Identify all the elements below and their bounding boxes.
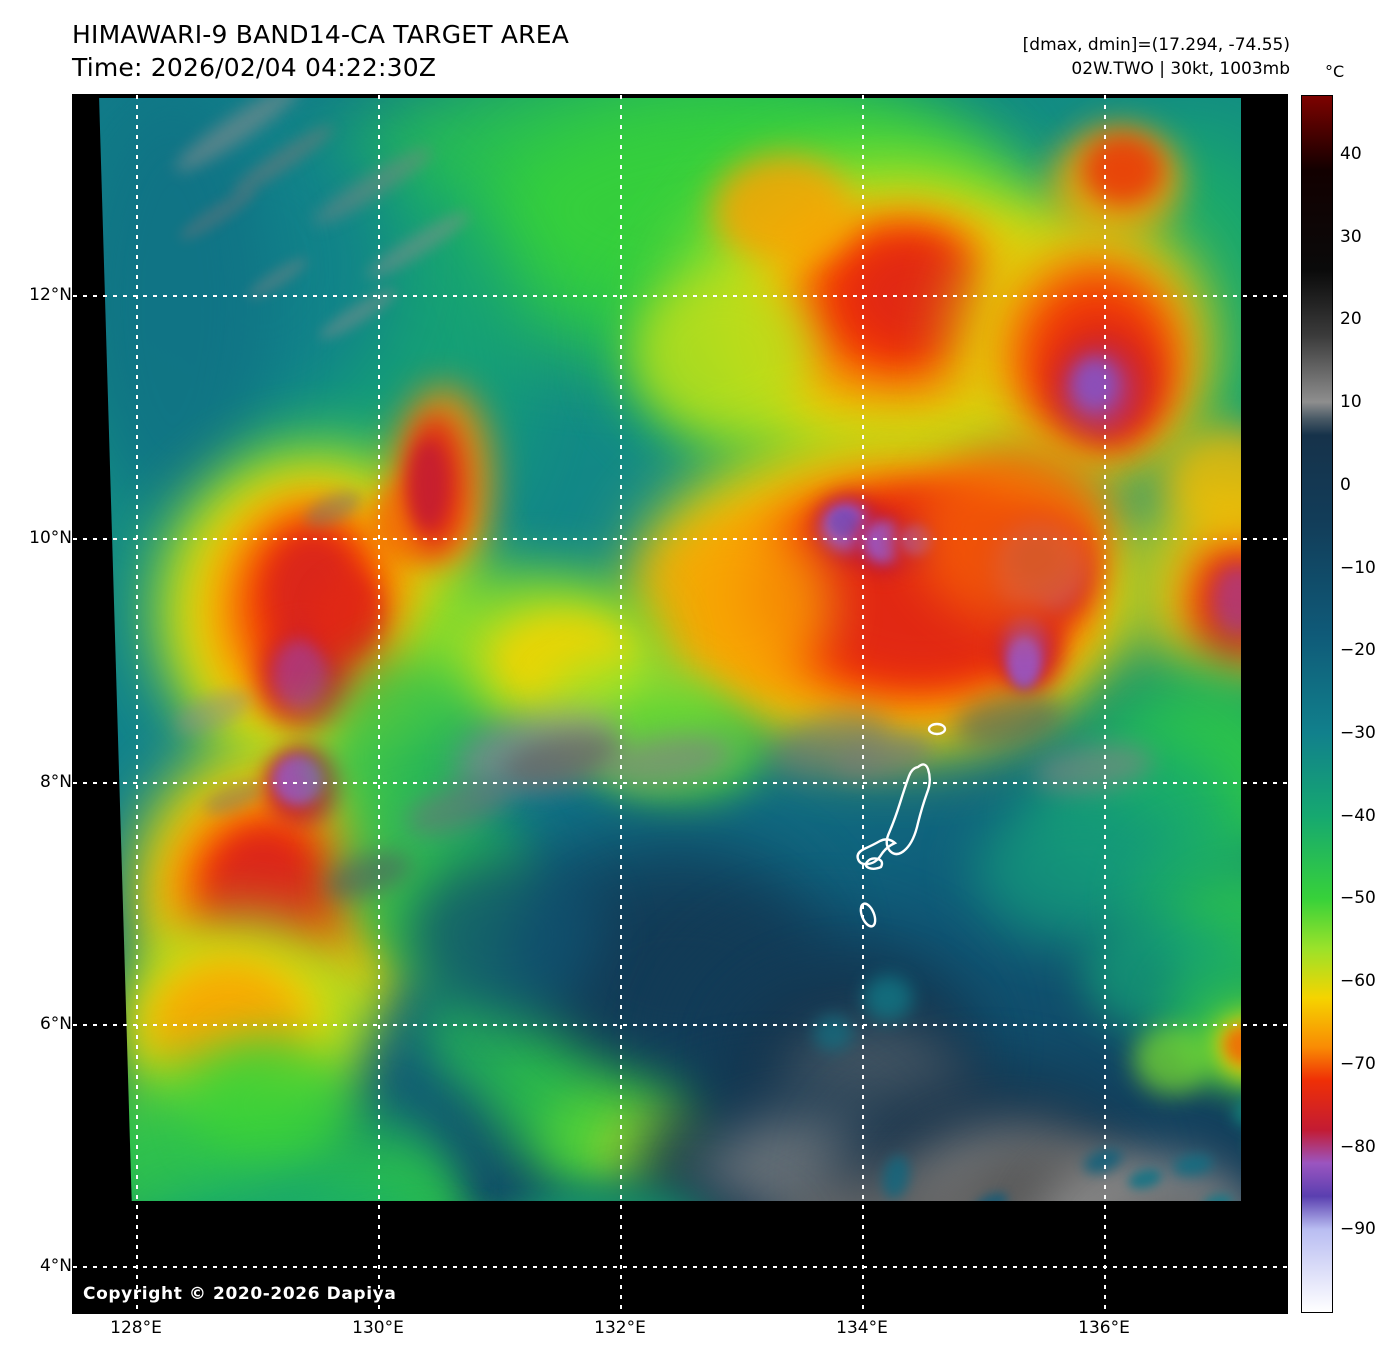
nodata-right-strip <box>1241 95 1287 1313</box>
colorbar-tick-neg40: −40 <box>1340 805 1376 826</box>
gridline-lat-10 <box>73 538 1287 540</box>
cloud-cell <box>713 155 853 265</box>
colorbar-gradient <box>1302 96 1332 1312</box>
colorbar-tick-30: 30 <box>1340 226 1362 247</box>
colorbar-tick-40: 40 <box>1340 143 1362 164</box>
cloud-cell <box>813 1015 853 1051</box>
xtick-label-134e: 134°E <box>836 1318 888 1338</box>
colorbar-tick-neg50: −50 <box>1340 888 1376 909</box>
ytick-label-12n: 12°N <box>29 285 72 305</box>
xtick-label-132e: 132°E <box>594 1318 646 1338</box>
page-title: HIMAWARI-9 BAND14-CA TARGET AREA Time: 2… <box>72 18 569 84</box>
satellite-image-plot[interactable]: Copyright © 2020-2026 Dapiya <box>72 94 1288 1314</box>
colorbar-tick-neg10: −10 <box>1340 557 1376 578</box>
gridline-lon-132 <box>620 95 622 1313</box>
cloud-cell <box>633 275 813 435</box>
colorbar-tick-20: 20 <box>1340 309 1362 330</box>
ytick-label-6n: 6°N <box>39 1014 72 1034</box>
nodata-top-strip <box>73 95 1287 98</box>
gridline-lon-128 <box>136 95 138 1313</box>
cloud-cell <box>193 1035 353 1175</box>
gridline-lon-130 <box>378 95 380 1313</box>
cloud-cell <box>829 509 859 537</box>
nodata-bottom-strip <box>73 1201 1287 1313</box>
colorbar-tick-neg90: −90 <box>1340 1219 1376 1240</box>
title-line: HIMAWARI-9 BAND14-CA TARGET AREA <box>72 20 570 49</box>
gridline-lon-134 <box>862 95 864 1313</box>
cloud-cell <box>403 855 603 1015</box>
colorbar-tick-0: 0 <box>1340 474 1351 495</box>
ytick-label-4n: 4°N <box>39 1256 72 1276</box>
colorbar-tick-neg20: −20 <box>1340 640 1376 661</box>
ytick-label-8n: 8°N <box>39 772 72 792</box>
cloud-cell <box>1083 135 1163 205</box>
cloud-cell <box>1133 1025 1213 1095</box>
colorbar-tick-neg30: −30 <box>1340 722 1376 743</box>
dmax-dmin-label: [dmax, dmin]=(17.294, -74.55) <box>1022 35 1290 55</box>
colorbar-tick-10: 10 <box>1340 392 1362 413</box>
gridline-lat-8 <box>73 782 1287 784</box>
gridline-lat-6 <box>73 1024 1287 1026</box>
colorbar-unit-label: °C <box>1325 62 1345 81</box>
cloud-cell <box>863 975 913 1021</box>
time-line: Time: 2026/02/04 04:22:30Z <box>72 53 437 82</box>
cloud-cell <box>409 440 449 530</box>
colorbar-tick-neg70: −70 <box>1340 1053 1376 1074</box>
temperature-colorbar[interactable] <box>1301 95 1333 1313</box>
cloud-cell <box>1073 360 1117 410</box>
metadata-block: [dmax, dmin]=(17.294, -74.55) 02W.TWO | … <box>1023 33 1290 81</box>
cloud-cell <box>273 755 323 805</box>
gridline-lat-4 <box>73 1266 1287 1268</box>
copyright-label: Copyright © 2020-2026 Dapiya <box>83 1284 397 1304</box>
cloud-cell <box>1008 635 1040 689</box>
gridline-lat-12 <box>73 295 1287 297</box>
colorbar-tick-neg80: −80 <box>1340 1136 1376 1157</box>
xtick-label-136e: 136°E <box>1078 1318 1130 1338</box>
cloud-cell <box>273 640 327 710</box>
xtick-label-128e: 128°E <box>110 1318 162 1338</box>
storm-info-label: 02W.TWO | 30kt, 1003mb <box>1071 59 1290 79</box>
xtick-label-130e: 130°E <box>352 1318 404 1338</box>
cloud-cell <box>313 575 383 655</box>
ytick-label-10n: 10°N <box>29 528 72 548</box>
gridline-lon-136 <box>1104 95 1106 1313</box>
plot-inner: Copyright © 2020-2026 Dapiya <box>73 95 1287 1313</box>
cloud-cell <box>913 445 1113 625</box>
colorbar-tick-neg60: −60 <box>1340 971 1376 992</box>
